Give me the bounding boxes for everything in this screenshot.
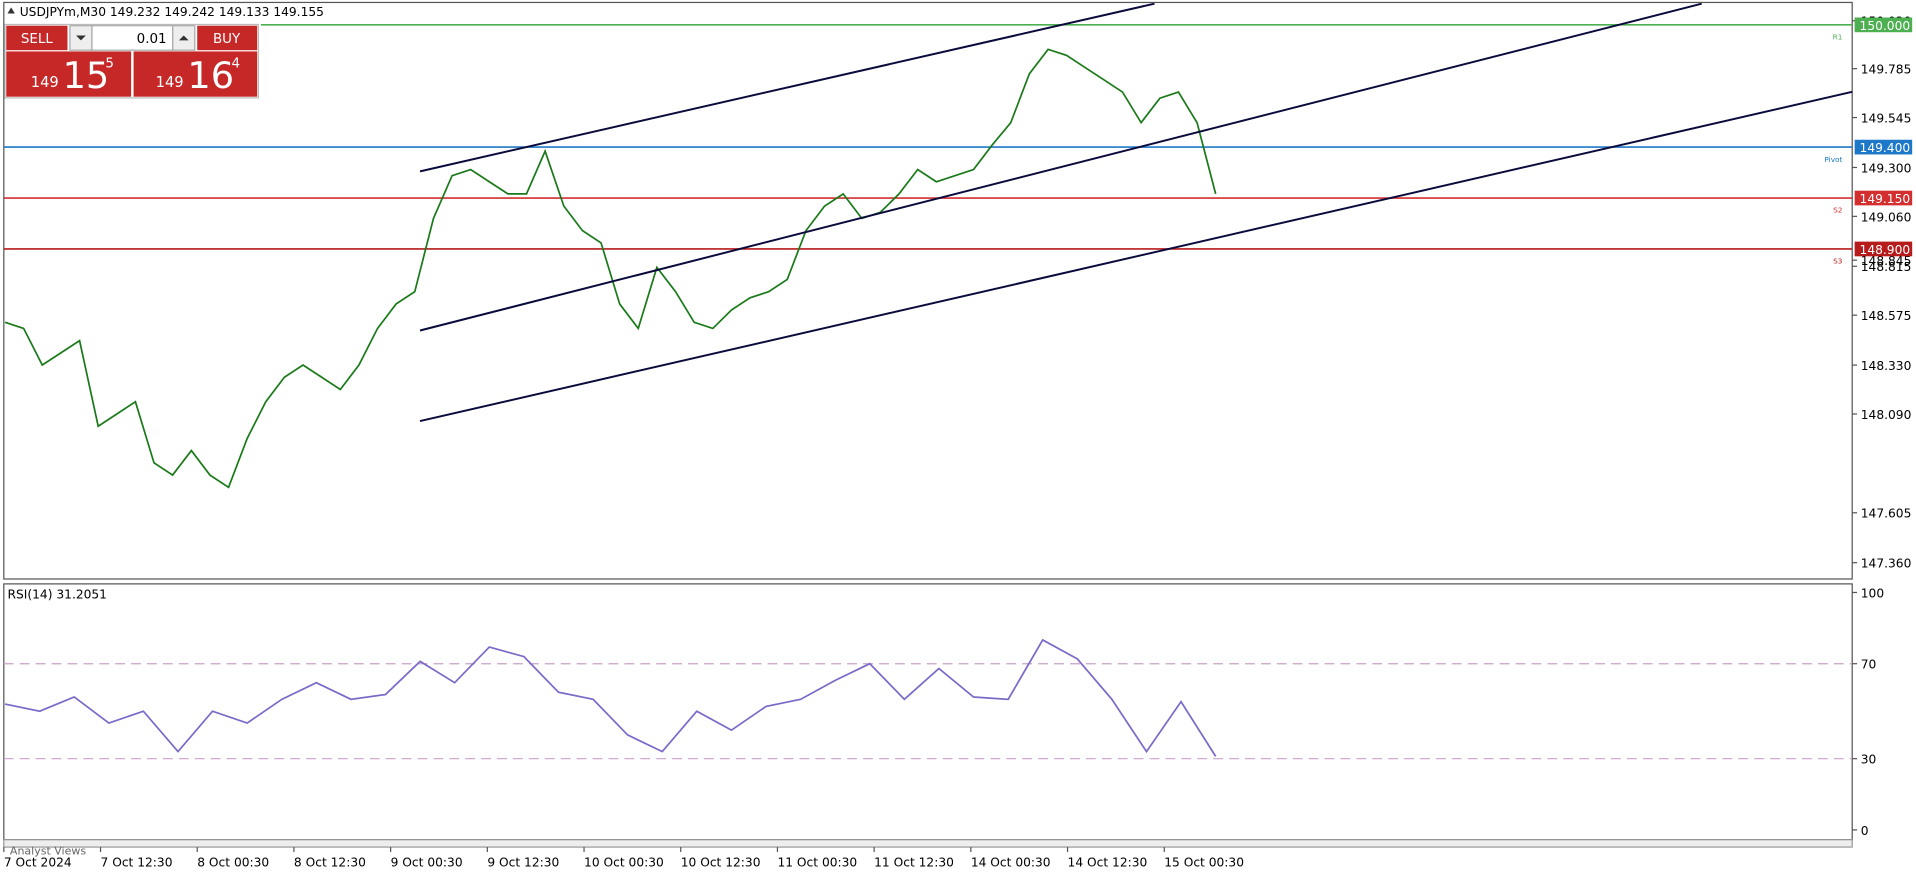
- y-tick-label: 147.360: [1861, 557, 1912, 571]
- lot-value[interactable]: 0.01: [137, 32, 167, 47]
- footer-tab[interactable]: Analyst Views: [10, 844, 86, 857]
- y-tick-label: 148.090: [1861, 408, 1912, 422]
- x-tick-label: 9 Oct 12:30: [487, 856, 559, 870]
- bid-big: 149: [31, 74, 59, 91]
- level-name: S2: [1833, 206, 1842, 215]
- y-tick-label: 0: [1861, 824, 1869, 838]
- trade-panel: SELL 0.01 BUY 149 15 5 149 16 4: [4, 23, 260, 99]
- ask-pip: 4: [232, 56, 241, 71]
- y-tick-label: 149.060: [1861, 210, 1912, 224]
- channel-line: [419, 2, 1702, 332]
- price-line: [4, 638, 1217, 757]
- trend-channels: [419, 2, 1853, 423]
- rsi-title: RSI(14) 31.2051: [7, 588, 106, 602]
- ask-big: 149: [156, 74, 184, 91]
- level-box: [1854, 17, 1913, 33]
- x-tick-label: 15 Oct 00:30: [1164, 856, 1244, 870]
- x-tick-label: 11 Oct 00:30: [777, 856, 857, 870]
- x-tick-label: 10 Oct 12:30: [681, 856, 761, 870]
- y-tick-label: 148.845: [1861, 254, 1912, 268]
- level-name: Pivot: [1824, 155, 1842, 164]
- ask-main: 16: [187, 54, 234, 97]
- y-tick-label: 149.300: [1861, 161, 1912, 175]
- x-tick-label: 9 Oct 00:30: [391, 856, 463, 870]
- x-tick-label: 7 Oct 2024: [4, 856, 72, 870]
- collapse-icon[interactable]: [7, 7, 15, 14]
- level-label: 149.400: [1860, 141, 1911, 155]
- x-tick-label: 8 Oct 00:30: [197, 856, 269, 870]
- level-box: [1854, 139, 1913, 155]
- y-tick-label: 70: [1861, 658, 1877, 672]
- y-tick-label: 147.605: [1861, 507, 1912, 521]
- y-tick-label: 149.545: [1861, 111, 1912, 125]
- y-tick-label: 30: [1861, 753, 1877, 767]
- level-label: 150.000: [1860, 19, 1911, 33]
- channel-line: [419, 90, 1853, 423]
- symbol-line: USDJPYm,M30 149.232 149.242 149.133 149.…: [20, 5, 324, 19]
- channel-line: [419, 2, 1155, 173]
- y-tick-label: 100: [1861, 586, 1884, 600]
- x-tick-label: 14 Oct 12:30: [1068, 856, 1148, 870]
- bid-box[interactable]: [6, 51, 132, 97]
- y-tick-label: 148.815: [1861, 260, 1912, 274]
- x-tick-label: 10 Oct 00:30: [584, 856, 664, 870]
- y-tick-label: 148.575: [1861, 309, 1912, 323]
- ask-box[interactable]: [133, 51, 258, 97]
- buy-label[interactable]: BUY: [213, 32, 241, 47]
- level-name: S3: [1833, 257, 1843, 266]
- sell-button[interactable]: [6, 25, 68, 51]
- x-tick-label: 14 Oct 00:30: [971, 856, 1051, 870]
- price-line: [4, 48, 1217, 489]
- level-box: [1854, 241, 1913, 257]
- sell-label[interactable]: SELL: [21, 32, 54, 47]
- x-tick-label: 8 Oct 12:30: [294, 856, 366, 870]
- y-tick-label: 148.330: [1861, 359, 1912, 373]
- down-arrow: [76, 35, 86, 41]
- level-name: R1: [1833, 33, 1843, 42]
- level-label: 149.150: [1860, 192, 1911, 206]
- x-tick-label: 11 Oct 12:30: [874, 856, 954, 870]
- buy-button[interactable]: [197, 25, 258, 51]
- footer-tab-strip: [3, 839, 1853, 848]
- y-tick-label: 149.785: [1861, 63, 1912, 77]
- up-arrow: [178, 35, 189, 41]
- level-label: 148.900: [1860, 243, 1911, 257]
- bid-pip: 5: [105, 56, 114, 71]
- price-panel: [3, 1, 1853, 580]
- bid-main: 15: [63, 54, 110, 97]
- level-box: [1854, 190, 1913, 206]
- x-tick-label: 7 Oct 12:30: [101, 856, 173, 870]
